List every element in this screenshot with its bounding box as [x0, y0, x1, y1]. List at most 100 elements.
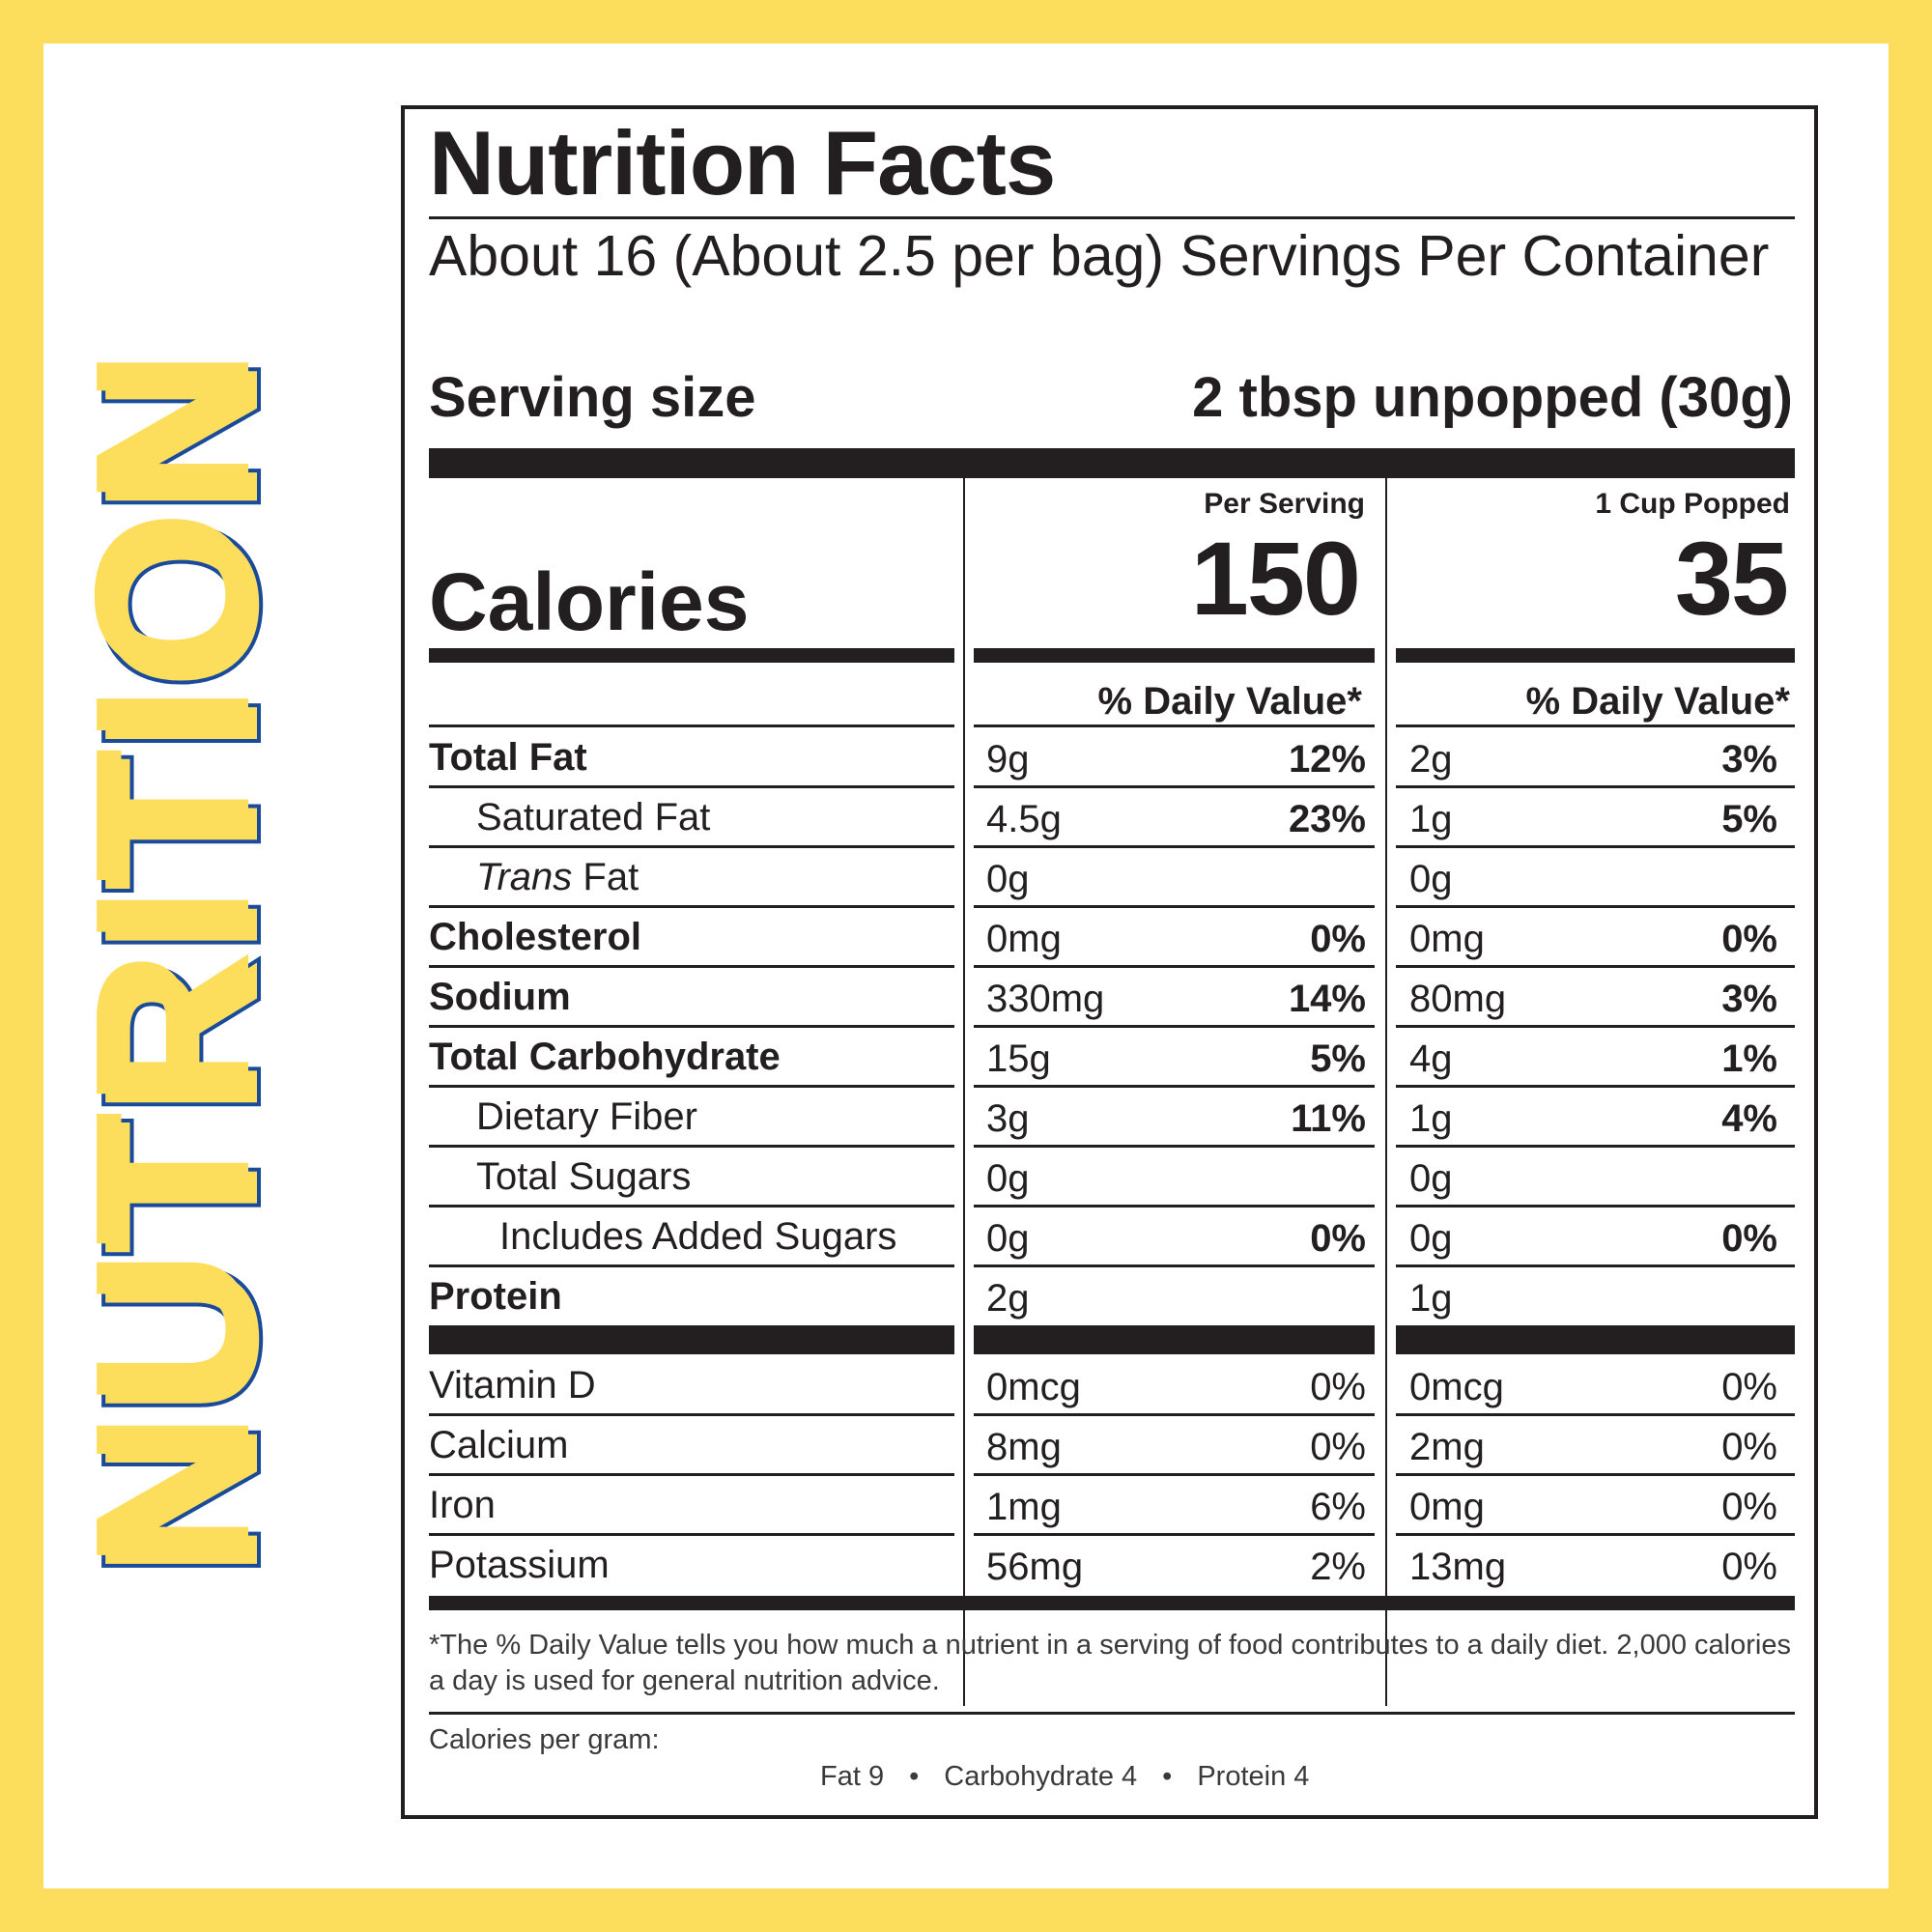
row-divider-right [1396, 905, 1795, 908]
thick-divider [429, 448, 1795, 478]
row-divider-left [429, 1205, 954, 1208]
row-divider-mid [974, 1413, 1375, 1416]
nutrient-name: Protein [429, 1275, 562, 1318]
nutrient-name: Iron [429, 1484, 496, 1526]
dv-per-serving: 6% [1310, 1486, 1366, 1528]
row-divider-right [1396, 845, 1795, 848]
amount-1-cup: 1g [1409, 798, 1453, 840]
dv-per-serving: 5% [1310, 1037, 1366, 1080]
row-divider-right [1396, 965, 1795, 968]
amount-1-cup: 0mg [1409, 1486, 1485, 1528]
row-divider-right [1396, 1413, 1795, 1416]
calories-per-serving: 150 [1190, 520, 1361, 637]
amount-1-cup: 0mcg [1409, 1366, 1504, 1408]
row-divider-mid [974, 1085, 1375, 1088]
amount-1-cup: 2mg [1409, 1426, 1485, 1468]
dv-per-serving: 12% [1288, 738, 1366, 781]
amount-1-cup: 1g [1409, 1097, 1453, 1140]
nutrient-name: Calcium [429, 1424, 569, 1466]
amount-1-cup: 1g [1409, 1277, 1453, 1320]
nutrient-name: Trans Fat [476, 858, 639, 896]
dv-1-cup: 0% [1721, 918, 1777, 960]
amount-per-serving: 2g [986, 1277, 1030, 1320]
dv-1-cup: 0% [1721, 1546, 1777, 1588]
daily-value-header-1: % Daily Value* [1097, 680, 1362, 723]
row-divider-right [1396, 1085, 1795, 1088]
row-divider-right [1396, 785, 1795, 788]
amount-per-serving: 4.5g [986, 798, 1062, 840]
vitamin-divider-left [429, 1325, 954, 1354]
bullet-icon: • [1162, 1761, 1173, 1792]
amount-per-serving: 1mg [986, 1486, 1062, 1528]
row-divider-left [429, 1264, 954, 1267]
nutrition-facts-panel: Nutrition Facts About 16 (About 2.5 per … [401, 105, 1818, 1819]
row-divider-left [429, 785, 954, 788]
row-divider-mid [974, 1533, 1375, 1536]
nutrient-name-rest: Fat [572, 856, 639, 898]
row-divider-mid [974, 1264, 1375, 1267]
dv-per-serving: 0% [1310, 918, 1366, 960]
amount-per-serving: 0mg [986, 918, 1062, 960]
column-separator-2 [1385, 478, 1387, 1706]
row-divider-mid [974, 1145, 1375, 1148]
vitamin-divider-mid [974, 1325, 1375, 1354]
row-divider-right [1396, 1473, 1795, 1476]
calories-divider-mid [974, 648, 1375, 663]
row-divider-mid [974, 1205, 1375, 1208]
row-divider-left [429, 1473, 954, 1476]
row-divider-left [429, 845, 954, 848]
row-divider-mid [974, 785, 1375, 788]
row-divider-mid [974, 724, 1375, 727]
nutrient-name: Sodium [429, 976, 571, 1018]
nutrient-name: Cholesterol [429, 916, 642, 958]
amount-per-serving: 330mg [986, 978, 1105, 1020]
row-divider-mid [974, 965, 1375, 968]
amount-per-serving: 3g [986, 1097, 1030, 1140]
amount-1-cup: 2g [1409, 738, 1453, 781]
row-divider-right [1396, 1025, 1795, 1028]
nutrient-name-italic: Trans [476, 856, 573, 898]
row-divider-left [429, 1085, 954, 1088]
row-divider-mid [974, 1025, 1375, 1028]
dv-per-serving: 23% [1288, 798, 1366, 840]
nutrient-name: Potassium [429, 1544, 610, 1586]
row-divider-right [1396, 724, 1795, 727]
column-header-1-cup-popped: 1 Cup Popped [1595, 488, 1790, 520]
divider [429, 216, 1795, 219]
dv-per-serving: 2% [1310, 1546, 1366, 1588]
nutrient-name: Total Fat [429, 736, 587, 779]
amount-per-serving: 0g [986, 1217, 1030, 1260]
amount-1-cup: 0g [1409, 1217, 1453, 1260]
dv-1-cup: 5% [1721, 798, 1777, 840]
calories-per-gram-label: Calories per gram: [429, 1724, 660, 1755]
row-divider-left [429, 965, 954, 968]
column-separator-1 [963, 478, 965, 1706]
row-divider-right [1396, 1205, 1795, 1208]
dv-per-serving: 14% [1288, 978, 1366, 1020]
calories-per-gram-values: Fat 9 • Carbohydrate 4 • Protein 4 [820, 1761, 1309, 1793]
nutrient-name: Total Carbohydrate [429, 1036, 781, 1078]
dv-1-cup: 0% [1721, 1366, 1777, 1408]
bullet-icon: • [909, 1761, 920, 1792]
dv-1-cup: 0% [1721, 1217, 1777, 1260]
row-divider-mid [974, 1473, 1375, 1476]
calories-divider-right [1396, 648, 1795, 663]
side-title-text: NUTRITION [55, 350, 308, 1582]
panel-title: Nutrition Facts [429, 112, 1056, 213]
dv-1-cup: 4% [1721, 1097, 1777, 1140]
amount-1-cup: 0g [1409, 858, 1453, 900]
calories-divider-left [429, 648, 954, 663]
nutrient-name: Total Sugars [476, 1155, 692, 1198]
cpg-carbohydrate: Carbohydrate 4 [944, 1761, 1138, 1792]
row-divider-left [429, 905, 954, 908]
footnote-divider [429, 1712, 1795, 1715]
nutrient-name: Dietary Fiber [476, 1095, 697, 1138]
row-divider-left [429, 1025, 954, 1028]
serving-size-value: 2 tbsp unpopped (30g) [1192, 366, 1793, 429]
amount-per-serving: 8mg [986, 1426, 1062, 1468]
footnote: *The % Daily Value tells you how much a … [429, 1630, 1791, 1696]
nutrient-name: Vitamin D [429, 1364, 596, 1406]
daily-value-header-2: % Daily Value* [1525, 680, 1790, 723]
cpg-protein: Protein 4 [1197, 1761, 1310, 1792]
amount-1-cup: 0g [1409, 1157, 1453, 1200]
